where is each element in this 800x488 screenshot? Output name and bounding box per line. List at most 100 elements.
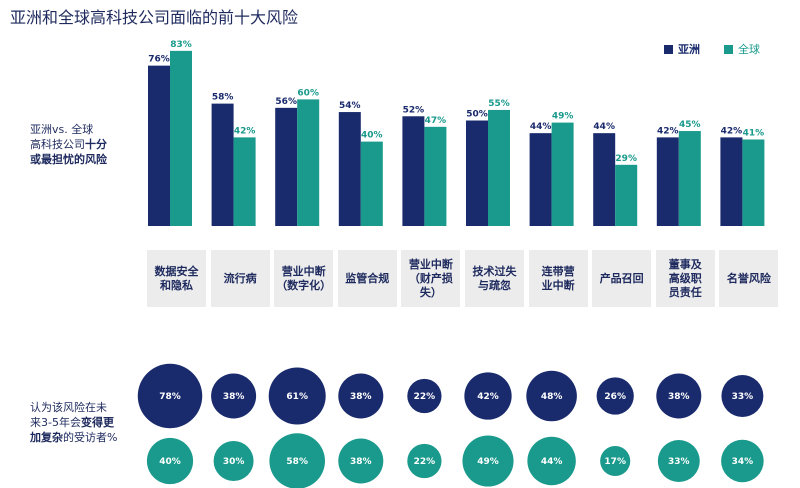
- category-label: 营业中断 （数字化）: [274, 250, 334, 307]
- bubble-label-global: 44%: [541, 457, 563, 467]
- bar-asia: [402, 116, 425, 226]
- bar-label-asia: 54%: [339, 101, 361, 111]
- bubble-label-global: 38%: [350, 457, 372, 467]
- bubble-label-global: 30%: [223, 457, 245, 467]
- bar-label-global: 60%: [297, 88, 319, 98]
- legend-asia: 亚洲: [664, 41, 700, 57]
- side-label-text: 的受访者%: [63, 431, 118, 444]
- bar-asia: [148, 65, 170, 226]
- bubble-global: [462, 435, 514, 487]
- bar-label-asia: 56%: [275, 97, 297, 107]
- category-label: 名誉风险: [719, 250, 779, 307]
- legend-global-swatch: [724, 44, 733, 54]
- bar-label-global: 83%: [170, 40, 192, 50]
- bubble-global: [269, 433, 325, 488]
- bar-label-global: 55%: [488, 99, 510, 109]
- bubble-label-asia: 38%: [350, 392, 372, 402]
- category-label: 产品召回: [592, 250, 652, 307]
- bar-asia: [656, 137, 679, 226]
- bubble-global: [407, 443, 442, 479]
- bubble-label-asia: 78%: [159, 392, 181, 402]
- bar-global: [233, 137, 256, 226]
- bar-label-global: 45%: [679, 120, 701, 130]
- bubble-label-global: 33%: [668, 457, 690, 467]
- bar-global: [488, 109, 510, 226]
- bubble-global: [527, 436, 576, 486]
- category-label: 监管合规: [337, 250, 397, 307]
- bubble-global: [146, 437, 194, 485]
- side-label-line: 高科技公司十分: [30, 137, 107, 152]
- side-label-line: 来3-5年会变得更: [30, 415, 117, 430]
- bar-global: [297, 99, 320, 226]
- side-label-text: 来3-5年会: [30, 416, 81, 429]
- category-label: 技术过失 与疏忽: [465, 250, 524, 307]
- bubble-asia: [268, 367, 326, 425]
- bubble-asia: [721, 375, 764, 417]
- bar-chart-side-label: 亚洲vs. 全球 高科技公司十分 或最担忧的风险: [30, 122, 107, 167]
- bubble-label-global: 17%: [604, 457, 626, 467]
- side-label-highlight: 变得更: [80, 416, 114, 429]
- legend-asia-label: 亚洲: [678, 43, 700, 56]
- bar-label-asia: 44%: [593, 122, 615, 132]
- bar-label-asia: 50%: [466, 110, 488, 120]
- category-label: 董事及 高级职 员责任: [655, 250, 715, 307]
- side-label-line: 认为该风险在未: [30, 401, 107, 414]
- bar-label-global: 42%: [234, 126, 256, 136]
- bar-global: [742, 139, 765, 226]
- bubble-asia: [338, 373, 384, 419]
- bar-global: [424, 126, 447, 226]
- bar-global: [678, 131, 701, 226]
- bubble-chart-side-label: 认为该风险在未 来3-5年会变得更 加复杂的受访者%: [30, 400, 117, 445]
- bubble-global: [338, 438, 384, 484]
- bubble-label-asia: 38%: [223, 392, 245, 402]
- category-label: 数据安全 和隐私: [147, 250, 206, 307]
- bubble-label-asia: 42%: [477, 392, 499, 402]
- bar-global: [360, 141, 383, 226]
- bar-asia: [720, 137, 743, 226]
- legend-global-label: 全球: [738, 43, 760, 56]
- bubble-asia: [464, 372, 512, 420]
- bar-label-asia: 58%: [212, 93, 234, 103]
- page-title: 亚洲和全球高科技公司面临的前十大风险: [10, 8, 299, 27]
- side-label-text: 高科技公司: [30, 138, 85, 151]
- bar-label-global: 49%: [552, 112, 574, 122]
- bar-asia: [466, 120, 488, 226]
- bubble-global: [721, 439, 764, 483]
- category-label: 连带营 业中断: [528, 250, 588, 307]
- bubble-label-asia: 48%: [541, 392, 563, 402]
- bubble-label-global: 22%: [414, 457, 436, 467]
- bar-label-global: 29%: [615, 154, 637, 164]
- bubble-asia: [407, 378, 442, 414]
- side-label-highlight: 十分: [85, 138, 107, 151]
- bar-global: [615, 164, 638, 226]
- bar-label-asia: 76%: [148, 55, 170, 65]
- side-label-line: 或最担忧的风险: [30, 153, 107, 166]
- bar-asia: [593, 133, 616, 226]
- bubble-label-asia: 22%: [414, 392, 436, 402]
- bubble-label-asia: 33%: [732, 392, 754, 402]
- bubble-asia: [596, 377, 634, 415]
- side-label-highlight: 加复杂: [30, 431, 63, 444]
- bubble-label-asia: 26%: [604, 392, 626, 402]
- bubble-asia: [656, 373, 702, 419]
- bubble-asia: [211, 373, 257, 419]
- bar-asia: [529, 133, 552, 226]
- side-label-line: 加复杂的受访者%: [30, 430, 117, 445]
- bubble-label-global: 49%: [477, 457, 499, 467]
- bar-label-asia: 42%: [657, 126, 679, 136]
- bar-label-asia: 44%: [530, 122, 552, 132]
- bar-label-global: 41%: [743, 128, 765, 138]
- side-label-line: 亚洲vs. 全球: [30, 123, 94, 136]
- bubble-global: [600, 445, 631, 477]
- bar-label-global: 47%: [425, 116, 447, 126]
- legend-global: 全球: [724, 41, 760, 57]
- bar-label-global: 40%: [361, 131, 383, 141]
- category-label: 流行病: [210, 250, 270, 307]
- bubble-asia: [526, 370, 577, 422]
- bar-label-asia: 52%: [403, 105, 425, 115]
- bar-asia: [211, 103, 234, 226]
- category-label: 营业中断 （财产损失）: [401, 250, 461, 307]
- legend-asia-swatch: [664, 44, 673, 54]
- bar-label-asia: 42%: [721, 126, 743, 136]
